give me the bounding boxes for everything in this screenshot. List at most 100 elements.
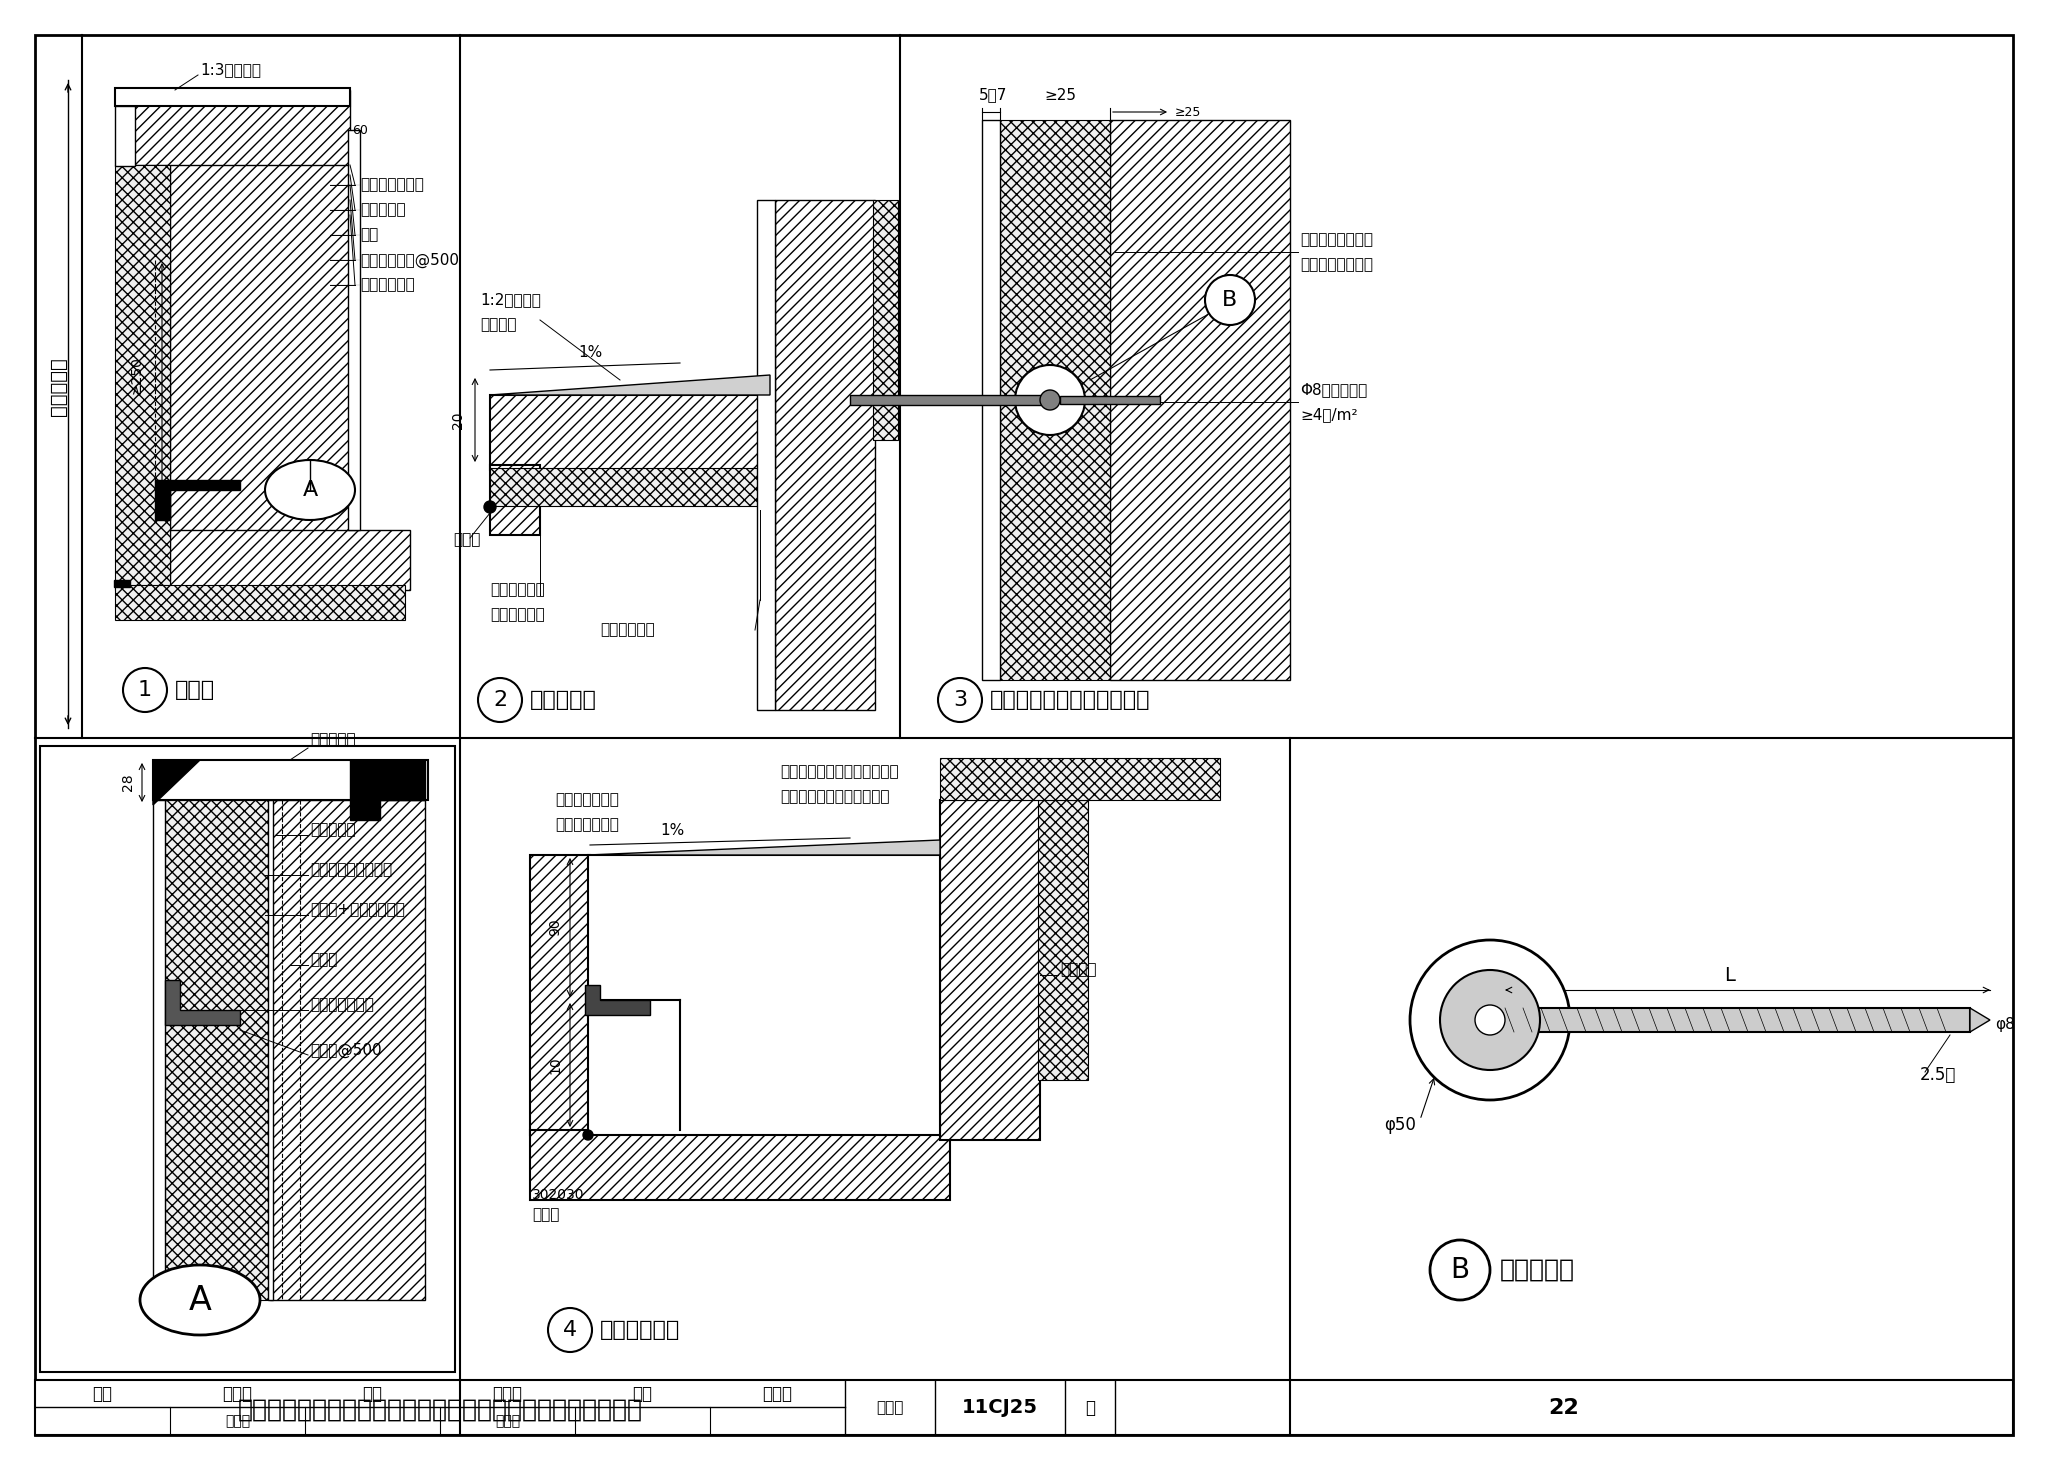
- Circle shape: [1440, 970, 1540, 1070]
- Text: 3: 3: [952, 689, 967, 710]
- Text: 鲍先传: 鲍先传: [492, 1384, 522, 1402]
- Text: 60: 60: [352, 124, 369, 136]
- Bar: [154, 760, 428, 800]
- Text: B: B: [1450, 1256, 1470, 1284]
- Bar: [850, 396, 1051, 404]
- Text: 设计: 设计: [633, 1384, 653, 1402]
- Text: L: L: [1724, 965, 1735, 984]
- Text: 砂浆找坡: 砂浆找坡: [479, 317, 516, 332]
- Text: 屋面保温: 屋面保温: [1061, 962, 1096, 977]
- Bar: [348, 130, 360, 530]
- Text: 木材或金属压条: 木材或金属压条: [309, 998, 375, 1013]
- Polygon shape: [1970, 1008, 1991, 1032]
- Text: 高度按设计: 高度按设计: [49, 357, 68, 416]
- Text: 滴水线: 滴水线: [532, 1207, 559, 1222]
- Bar: [129, 90, 350, 165]
- Bar: [981, 120, 999, 680]
- Bar: [1038, 800, 1087, 1080]
- Bar: [115, 89, 350, 106]
- Text: 空调机搁板: 空调机搁板: [530, 689, 596, 710]
- Text: 两层标准型网格布: 两层标准型网格布: [1300, 257, 1372, 273]
- Text: 防水层和找平层: 防水层和找平层: [555, 793, 618, 807]
- Bar: [115, 165, 170, 590]
- Circle shape: [1409, 940, 1571, 1100]
- Text: φ50: φ50: [1384, 1116, 1415, 1134]
- Text: 水泥钉@500: 水泥钉@500: [309, 1042, 381, 1058]
- Bar: [1505, 1008, 1970, 1032]
- Bar: [530, 855, 590, 1135]
- Text: 审核: 审核: [92, 1384, 113, 1402]
- Text: 密封胶锁定: 密封胶锁定: [360, 202, 406, 217]
- Circle shape: [584, 1131, 594, 1139]
- Text: 保温材料并与屋面保温连接: 保温材料并与屋面保温连接: [780, 790, 889, 804]
- Circle shape: [1475, 1005, 1505, 1035]
- Circle shape: [938, 677, 981, 722]
- Circle shape: [1016, 365, 1085, 435]
- Text: 蔡鹏娟: 蔡鹏娟: [762, 1384, 793, 1402]
- Bar: [41, 745, 455, 1373]
- Bar: [35, 1380, 2013, 1435]
- Text: 20: 20: [451, 412, 465, 428]
- Text: 抹水泥轻质砂浆: 抹水泥轻质砂浆: [360, 177, 424, 192]
- Text: 11CJ25: 11CJ25: [963, 1398, 1038, 1417]
- Bar: [999, 120, 1110, 680]
- Circle shape: [477, 677, 522, 722]
- Polygon shape: [350, 760, 426, 821]
- Text: Φ8塑料锚固件: Φ8塑料锚固件: [1300, 382, 1368, 397]
- Text: 压条: 压条: [360, 227, 379, 242]
- Bar: [940, 759, 1221, 800]
- Text: 水泥轻质砂浆保温层: 水泥轻质砂浆保温层: [309, 862, 391, 878]
- Bar: [170, 530, 410, 590]
- Text: 苏宇锋: 苏宇锋: [223, 1384, 252, 1402]
- Text: 苏子晔: 苏子晔: [225, 1414, 250, 1429]
- Text: 饶宏伟: 饶宏伟: [496, 1414, 520, 1429]
- Text: 页: 页: [1085, 1398, 1096, 1417]
- Text: 密封胶封钉头: 密封胶封钉头: [360, 277, 416, 292]
- Text: 射钉或水泥钉@500: 射钉或水泥钉@500: [360, 252, 459, 267]
- Polygon shape: [489, 375, 770, 396]
- Bar: [1061, 396, 1159, 404]
- Text: 1: 1: [137, 680, 152, 700]
- Text: 水泥护面胶浆复合: 水泥护面胶浆复合: [1300, 233, 1372, 248]
- Text: ≥4只/m²: ≥4只/m²: [1300, 407, 1358, 422]
- Text: ≥250: ≥250: [129, 356, 143, 394]
- Circle shape: [1040, 390, 1061, 410]
- Text: ≥25: ≥25: [1044, 87, 1075, 102]
- Bar: [166, 800, 270, 1300]
- Bar: [270, 800, 426, 1300]
- Bar: [154, 800, 166, 1300]
- Text: 302030: 302030: [532, 1188, 584, 1201]
- Text: 90: 90: [549, 918, 561, 936]
- Bar: [872, 201, 897, 440]
- Text: ≥25: ≥25: [1176, 105, 1202, 118]
- Text: A: A: [303, 480, 317, 500]
- Circle shape: [123, 669, 168, 711]
- Bar: [758, 201, 774, 710]
- Bar: [1110, 120, 1290, 680]
- Circle shape: [1204, 275, 1255, 325]
- Circle shape: [1430, 1240, 1491, 1300]
- Ellipse shape: [264, 461, 354, 520]
- Bar: [115, 106, 135, 165]
- Bar: [489, 465, 541, 534]
- Text: 1%: 1%: [578, 344, 602, 360]
- Polygon shape: [588, 840, 940, 855]
- Text: 1:2水泥轻质: 1:2水泥轻质: [479, 292, 541, 307]
- Text: φ8: φ8: [1995, 1017, 2015, 1033]
- Circle shape: [549, 1308, 592, 1352]
- Text: B: B: [1223, 289, 1237, 310]
- Bar: [115, 584, 406, 620]
- Polygon shape: [154, 760, 201, 804]
- Text: 4: 4: [563, 1320, 578, 1340]
- Polygon shape: [156, 480, 240, 520]
- Text: 檐口（天沟）: 檐口（天沟）: [600, 1320, 680, 1340]
- Text: 檐沟板面应铺设与板底等热阻: 檐沟板面应铺设与板底等热阻: [780, 765, 899, 779]
- Text: 塑料锚栓加强（面砖饰面）: 塑料锚栓加强（面砖饰面）: [989, 689, 1151, 710]
- Text: 水泥轻质砂浆: 水泥轻质砂浆: [600, 623, 655, 638]
- Text: 女儿墙基体: 女儿墙基体: [309, 822, 356, 837]
- Bar: [489, 396, 780, 469]
- Text: 图集号: 图集号: [877, 1401, 903, 1415]
- Bar: [268, 800, 272, 1300]
- Text: 2.5厚: 2.5厚: [1921, 1066, 1956, 1083]
- Circle shape: [483, 500, 496, 514]
